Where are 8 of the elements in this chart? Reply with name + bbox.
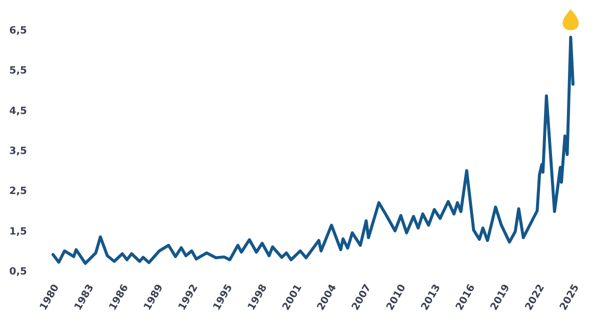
- y-tick-label: 5,5: [9, 66, 28, 77]
- y-tick-label: 2,5: [9, 186, 28, 198]
- y-tick-label: 0,5: [9, 266, 28, 278]
- y-tick-label: 4,5: [9, 106, 28, 117]
- y-tick-label: 3,5: [9, 146, 28, 157]
- line-series: [52, 36, 574, 265]
- y-tick-label: 6,5: [9, 26, 28, 36]
- y-tick-label: 1,5: [9, 226, 28, 238]
